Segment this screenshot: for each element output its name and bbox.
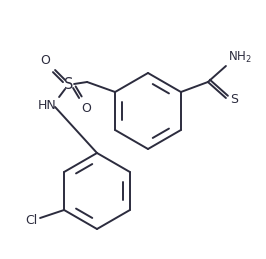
Text: S: S xyxy=(64,76,74,91)
Text: Cl: Cl xyxy=(25,213,37,227)
Text: O: O xyxy=(81,102,91,114)
Text: NH$_2$: NH$_2$ xyxy=(228,50,252,65)
Text: S: S xyxy=(230,92,238,105)
Text: O: O xyxy=(40,54,50,67)
Text: HN: HN xyxy=(38,98,56,112)
